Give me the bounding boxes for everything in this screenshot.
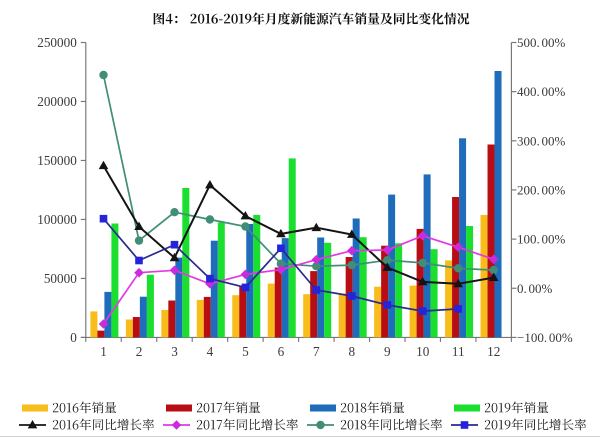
svg-text:100000: 100000 xyxy=(37,212,77,227)
svg-text:0: 0 xyxy=(70,330,77,345)
svg-text:250000: 250000 xyxy=(37,35,77,50)
svg-text:3: 3 xyxy=(171,344,178,359)
svg-text:0.00%: 0. 00% xyxy=(517,281,553,296)
svg-text:4: 4 xyxy=(207,344,214,359)
svg-text:150000: 150000 xyxy=(37,153,77,168)
svg-text:200.00%: 200. 00% xyxy=(517,183,566,198)
svg-text:5: 5 xyxy=(242,344,249,359)
svg-text:400.00%: 400. 00% xyxy=(517,84,566,99)
svg-text:12: 12 xyxy=(487,344,500,359)
svg-text:8: 8 xyxy=(349,344,356,359)
svg-text:300.00%: 300. 00% xyxy=(517,133,566,148)
svg-text:2: 2 xyxy=(136,344,143,359)
svg-text:500.00%: 500. 00% xyxy=(517,35,566,50)
svg-text:10: 10 xyxy=(416,344,430,359)
svg-text:50000: 50000 xyxy=(44,271,77,286)
svg-text:9: 9 xyxy=(384,344,391,359)
svg-text:11: 11 xyxy=(452,344,465,359)
svg-text:200000: 200000 xyxy=(37,94,77,109)
svg-text:100.00%: 100. 00% xyxy=(517,232,566,247)
svg-text:7: 7 xyxy=(313,344,320,359)
svg-text:6: 6 xyxy=(278,344,285,359)
svg-text:1: 1 xyxy=(100,344,107,359)
svg-text:−100.00%: −100. 00% xyxy=(517,330,573,345)
